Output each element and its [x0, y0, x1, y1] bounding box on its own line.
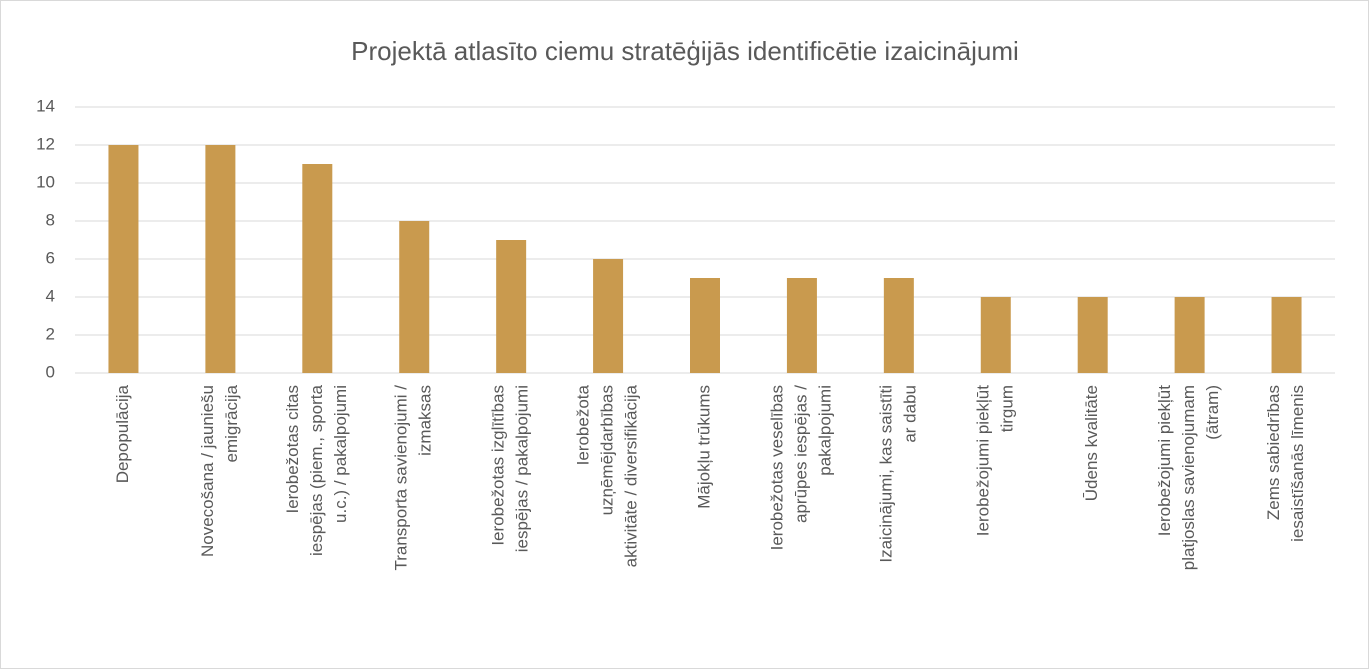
x-tick-label: tirgum [997, 385, 1016, 432]
y-tick-label: 2 [46, 324, 55, 343]
bar [108, 145, 139, 373]
x-tick-label: Depopulācija [113, 384, 132, 483]
bar [399, 221, 430, 373]
x-tick-label: Ierobežotas citas [283, 385, 302, 514]
x-tick-label: Transporta savienojumi / [392, 385, 411, 571]
x-tick-label: Ierobežotas veselības [767, 385, 786, 550]
bar [883, 278, 914, 373]
bar [690, 278, 720, 373]
y-tick-label: 8 [46, 210, 55, 229]
x-tick-label: iespējas (piem., sporta [307, 384, 326, 556]
bar [1174, 297, 1205, 373]
x-tick-label: uzņēmējdarbības [598, 385, 617, 515]
x-tick-label: iespējas / pakalpojumi [513, 385, 532, 552]
bar [593, 259, 624, 373]
x-tick-label: Ierobežojumi piekļūt [973, 385, 992, 536]
x-tick-label: (ātram) [1203, 385, 1222, 440]
x-tick-label: Mājokļu trūkums [694, 385, 713, 509]
x-tick-label: emigrācija [222, 384, 241, 462]
bar [302, 164, 333, 373]
x-tick-label: izmaksas [416, 385, 435, 456]
x-tick-label: iesaistīšanās līmenis [1288, 385, 1307, 542]
x-tick-label: aktivitāte / diversifikācija [622, 384, 641, 567]
bar [980, 297, 1011, 373]
y-tick-label: 14 [36, 96, 55, 115]
x-tick-label: pakalpojumi [815, 385, 834, 476]
x-tick-label: platjoslas savienojumam [1179, 385, 1198, 570]
bar [786, 278, 817, 373]
x-tick-label: Ierobežota [574, 384, 593, 465]
x-tick-label: u.c.) / pakalpojumi [331, 385, 350, 523]
chart-title: Projektā atlasīto ciemu stratēģijās iden… [351, 36, 1019, 66]
x-tick-label: aprūpes iespējas / [791, 385, 810, 523]
y-tick-label: 4 [46, 286, 55, 305]
y-tick-label: 6 [46, 248, 55, 267]
bar [1271, 297, 1302, 373]
bar [496, 240, 527, 373]
bar [205, 145, 236, 373]
y-tick-label: 0 [46, 362, 55, 381]
x-tick-label: Izaicinājumi, kas saistīti [876, 385, 895, 563]
x-tick-label: Ierobežotas izglītības [489, 385, 508, 546]
x-tick-label: Ūdens kvalitāte [1082, 385, 1101, 501]
y-tick-label: 12 [36, 134, 55, 153]
x-tick-label: Ierobežojumi piekļūt [1155, 385, 1174, 536]
x-tick-label: ar dabu [900, 385, 919, 443]
bar [1077, 297, 1108, 373]
x-tick-label: Zems sabiedrības [1264, 385, 1283, 520]
y-tick-label: 10 [36, 172, 55, 191]
x-tick-label: Novecošana / jauniešu [198, 385, 217, 557]
